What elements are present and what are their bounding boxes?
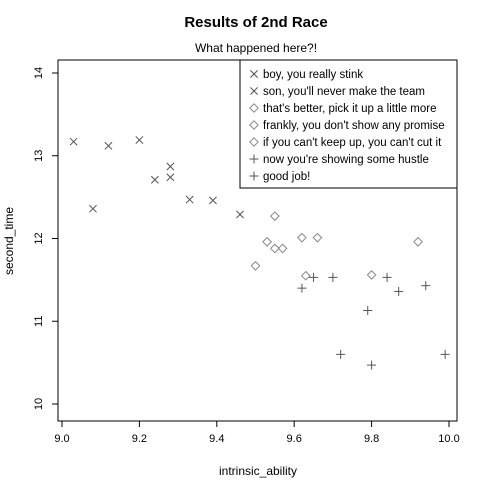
y-tick-label: 14 (33, 67, 45, 79)
legend-entry: if you can't keep up, you can't cut it (263, 137, 442, 149)
data-point (440, 349, 450, 359)
data-point (250, 260, 261, 271)
legend-marker (249, 137, 259, 147)
data-point (236, 210, 244, 219)
legend-entry: son, you'll never make the team (263, 86, 425, 98)
y-tick-label: 12 (33, 232, 45, 244)
data-points (69, 136, 450, 370)
data-point (135, 136, 144, 144)
x-tick-label: 9.0 (54, 433, 69, 445)
data-point (300, 270, 311, 281)
data-point (382, 272, 392, 282)
x-tick-label: 9.2 (132, 433, 147, 445)
data-point (262, 236, 273, 247)
legend-entry: good job! (263, 171, 310, 183)
data-point (297, 283, 307, 293)
data-point (336, 349, 346, 359)
legend-entry: boy, you really stink (263, 69, 363, 81)
data-point (104, 141, 113, 150)
data-point (366, 270, 377, 280)
y-tick-label: 11 (33, 316, 45, 327)
data-point (312, 232, 323, 243)
legend-entry: frankly, you don't show any promise (263, 120, 445, 132)
data-point (309, 272, 319, 282)
x-tick-label: 9.4 (209, 433, 224, 445)
data-point (394, 286, 404, 296)
y-axis: 10 11 12 13 14 (33, 67, 59, 410)
data-point (413, 236, 423, 247)
legend-marker (250, 87, 258, 95)
legend-box (239, 59, 458, 189)
y-tick-label: 13 (33, 150, 45, 162)
legend-marker (249, 154, 259, 164)
data-point (166, 162, 175, 171)
data-point (166, 173, 175, 182)
legend-marker (249, 120, 259, 130)
data-point (269, 211, 280, 222)
x-axis: 9.0 9.2 9.4 9.6 9.8 10.0 (54, 420, 460, 445)
data-point (421, 281, 431, 291)
data-point (363, 305, 373, 315)
x-axis-label: intrinsic_ability (219, 464, 297, 478)
legend-marker (250, 70, 258, 78)
data-point (297, 232, 307, 243)
data-point (328, 272, 338, 282)
x-tick-label: 10.0 (438, 433, 459, 445)
legend: boy, you really stink son, you'll never m… (239, 59, 458, 189)
data-point (185, 195, 194, 204)
data-point (208, 196, 217, 205)
data-point (277, 243, 288, 254)
data-point (150, 175, 159, 184)
data-point (367, 360, 377, 370)
legend-marker (249, 171, 259, 181)
y-tick-label: 10 (33, 398, 45, 410)
legend-entry: now you're showing some hustle (263, 154, 429, 166)
x-tick-label: 9.8 (364, 433, 379, 445)
data-point (269, 243, 280, 254)
legend-entry: that's better, pick it up a little more (263, 103, 437, 115)
x-tick-label: 9.6 (287, 433, 302, 445)
data-point (69, 137, 78, 146)
chart-subtitle: What happened here?! (195, 41, 317, 55)
legend-marker (249, 103, 259, 113)
y-axis-label: second_time (2, 207, 16, 275)
chart-title: Results of 2nd Race (184, 14, 327, 31)
data-point (89, 204, 97, 213)
